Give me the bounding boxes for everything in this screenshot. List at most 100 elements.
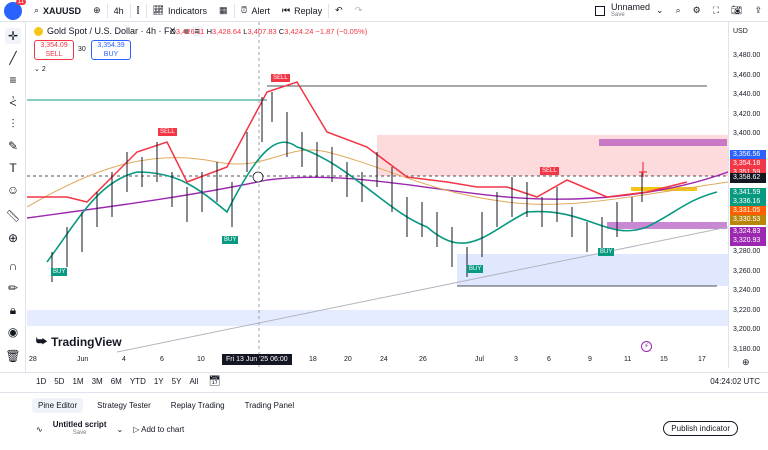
more-icon[interactable]: ≡ [192, 26, 202, 36]
plus-circle-icon: ⊕ [93, 5, 101, 15]
magnifier-icon: ⌕ [675, 5, 681, 15]
replay-button[interactable]: ⏮︎ Replay [276, 0, 328, 22]
change-value: −1.87 (−0.05%) [315, 27, 368, 36]
emoji-icon[interactable]: ☺ [6, 183, 20, 197]
text-icon[interactable]: T [9, 161, 17, 175]
script-name-block[interactable]: Untitled script Save [53, 421, 107, 437]
magnet-icon[interactable]: ∩ [8, 259, 18, 273]
time-axis[interactable]: 17 15 11 9 6 3 Jul 26 24 20 18 10 6 4 Jun 28 Fri 13 Jun… [27, 354, 728, 368]
drawing-toolbar: ✛ ╱ ≡ ⩻ ⫶ ✎ T ☺ 📏︎ ⊕ ∩ ✏ 🔒︎ ◉ 🗑︎ [0, 22, 26, 372]
price-tag: 3,354.18 [730, 159, 766, 169]
range-button[interactable]: All [189, 377, 199, 386]
symbol-label: XAUUSD [43, 5, 82, 16]
range-button[interactable]: 3M [91, 377, 103, 386]
interval-button[interactable]: 4h [113, 5, 124, 16]
symbol-search-button[interactable]: ⌕ XAUUSD [28, 0, 87, 22]
chart-canvas[interactable]: SELL SELL SELL BUY BUY BUY BUY ⚡︎ [27, 22, 728, 368]
range-button[interactable]: YTD [129, 377, 146, 386]
price-label: 3,180.00 [733, 346, 761, 353]
buy-signal: BUY [222, 236, 239, 244]
axis-settings-icon[interactable]: ⊕ [742, 357, 750, 367]
chevron-down-icon: ⌄ [34, 66, 40, 73]
trash-icon[interactable]: 🗑︎ [5, 349, 21, 363]
symbol-title[interactable]: Gold Spot / U.S. Dollar · 4h · FX [47, 26, 176, 36]
publish-idea-button[interactable]: ⇪ [748, 0, 768, 22]
replay-icon: ⏮︎ [282, 5, 291, 15]
templates-button[interactable]: ▦ [213, 0, 234, 22]
chart-type-button[interactable]: ⫿ [131, 0, 146, 22]
notification-badge: 11 [15, 0, 26, 5]
buy-price: 3,354.39 [97, 42, 125, 49]
utc-clock[interactable]: 04:24:02 UTC [710, 377, 760, 386]
chevron-down-icon: ⌄ [656, 5, 664, 15]
range-button[interactable]: 6M [110, 377, 122, 386]
bottom-panel: Pine Editor Strategy Tester Replay Trading… [0, 392, 768, 450]
lightning-icon[interactable]: ⚡︎ [641, 341, 652, 352]
close-value: 3,424.24 [284, 27, 314, 36]
price-tag: 3,330.53 [730, 215, 766, 225]
eye-icon[interactable]: ◉ [7, 325, 19, 339]
upload-icon: ⇪ [754, 5, 762, 15]
calendar-icon[interactable]: 📅︎ [208, 376, 222, 387]
currency-label[interactable]: USD [733, 28, 748, 35]
bottom-tab[interactable]: Replay Trading [170, 400, 225, 410]
ruler-icon[interactable]: 📏︎ [5, 209, 21, 223]
user-avatar[interactable]: 11 [4, 0, 26, 20]
bottom-tab[interactable]: Trading Panel [244, 400, 295, 410]
stay-in-drawing-icon[interactable]: ✏ [7, 281, 19, 295]
time-label: 24 [380, 356, 388, 363]
range-button[interactable]: 1M [72, 377, 84, 386]
alarm-icon: ⏰︎ [240, 5, 248, 15]
indicators-button[interactable]: 📈︎ Indicators [147, 0, 213, 22]
layout-button[interactable]: Unnamed Save ⌄ [589, 0, 670, 22]
pattern-icon[interactable]: ⩻ [9, 94, 17, 109]
alert-label: Alert [251, 5, 271, 16]
snapshot-button[interactable]: 📷︎ [725, 0, 748, 22]
fullscreen-button[interactable]: ⛶ [707, 0, 725, 22]
zoom-in-icon[interactable]: ⊕ [7, 231, 19, 245]
range-buttons: 1D 5D 1M 3M 6M YTD 1Y 5Y All [0, 377, 202, 386]
quick-search-button[interactable]: ⌕ [670, 0, 687, 22]
price-tag: 3,331.05 [730, 206, 766, 216]
indicators-collapse-toggle[interactable]: ⌄ 2 [34, 65, 46, 73]
bottom-tab[interactable]: Pine Editor [32, 397, 84, 413]
bottom-tab[interactable]: Strategy Tester [97, 400, 151, 410]
buy-button[interactable]: 3,354.39 BUY [91, 40, 131, 60]
compare-symbol-button[interactable]: ⊕ [87, 0, 107, 22]
range-button[interactable]: 1Y [153, 377, 164, 386]
ma-orange [27, 149, 728, 208]
spread-value: 30 [78, 46, 86, 53]
chevron-down-icon[interactable]: ⌄ [116, 424, 124, 434]
redo-button[interactable]: ↷ [349, 0, 369, 22]
price-tag: 3,341.59 [730, 188, 766, 198]
time-label: 6 [547, 356, 551, 363]
layout-name-block: Unnamed Save [611, 2, 650, 19]
lock-icon[interactable]: 🔒︎ [9, 302, 17, 317]
trendline-icon[interactable]: ╱ [9, 51, 17, 65]
script-status: Save [72, 430, 87, 436]
alert-button[interactable]: ⏰︎ Alert [235, 0, 277, 22]
time-label: 17 [698, 356, 706, 363]
supertrend-red [27, 81, 688, 203]
supertrend-green [46, 141, 718, 263]
purple-box-upper [599, 139, 727, 146]
crosshair-icon[interactable]: ✛ [5, 28, 21, 44]
script-row: ∿ Untitled script Save ⌄ ▷ Add to chart [0, 417, 768, 441]
price-tag: 3,324.83 [730, 227, 766, 237]
range-button[interactable]: 5D [54, 377, 65, 386]
range-button[interactable]: 5Y [171, 377, 182, 386]
forecast-icon[interactable]: ⫶ [11, 116, 15, 131]
price-axis[interactable]: USD 3,480.00 3,460.00 3,440.00 3,420.00 3,40… [728, 22, 768, 368]
fib-icon[interactable]: ≡ [9, 73, 17, 87]
undo-button[interactable]: ↶ [329, 0, 349, 22]
publish-indicator-button[interactable]: Publish indicator [663, 421, 738, 436]
sell-button[interactable]: 3,354.09 SELL [34, 40, 74, 60]
range-button[interactable]: 1D [36, 377, 47, 386]
add-to-chart-button[interactable]: ▷ Add to chart [133, 425, 184, 434]
indicators-label: Indicators [167, 5, 207, 16]
settings-button[interactable]: ⚙ [687, 0, 707, 22]
sell-signal: SELL [271, 74, 290, 82]
price-label: 3,440.00 [733, 91, 761, 99]
crosshair-plus-button[interactable] [252, 171, 264, 183]
brush-icon[interactable]: ✎ [7, 139, 19, 153]
